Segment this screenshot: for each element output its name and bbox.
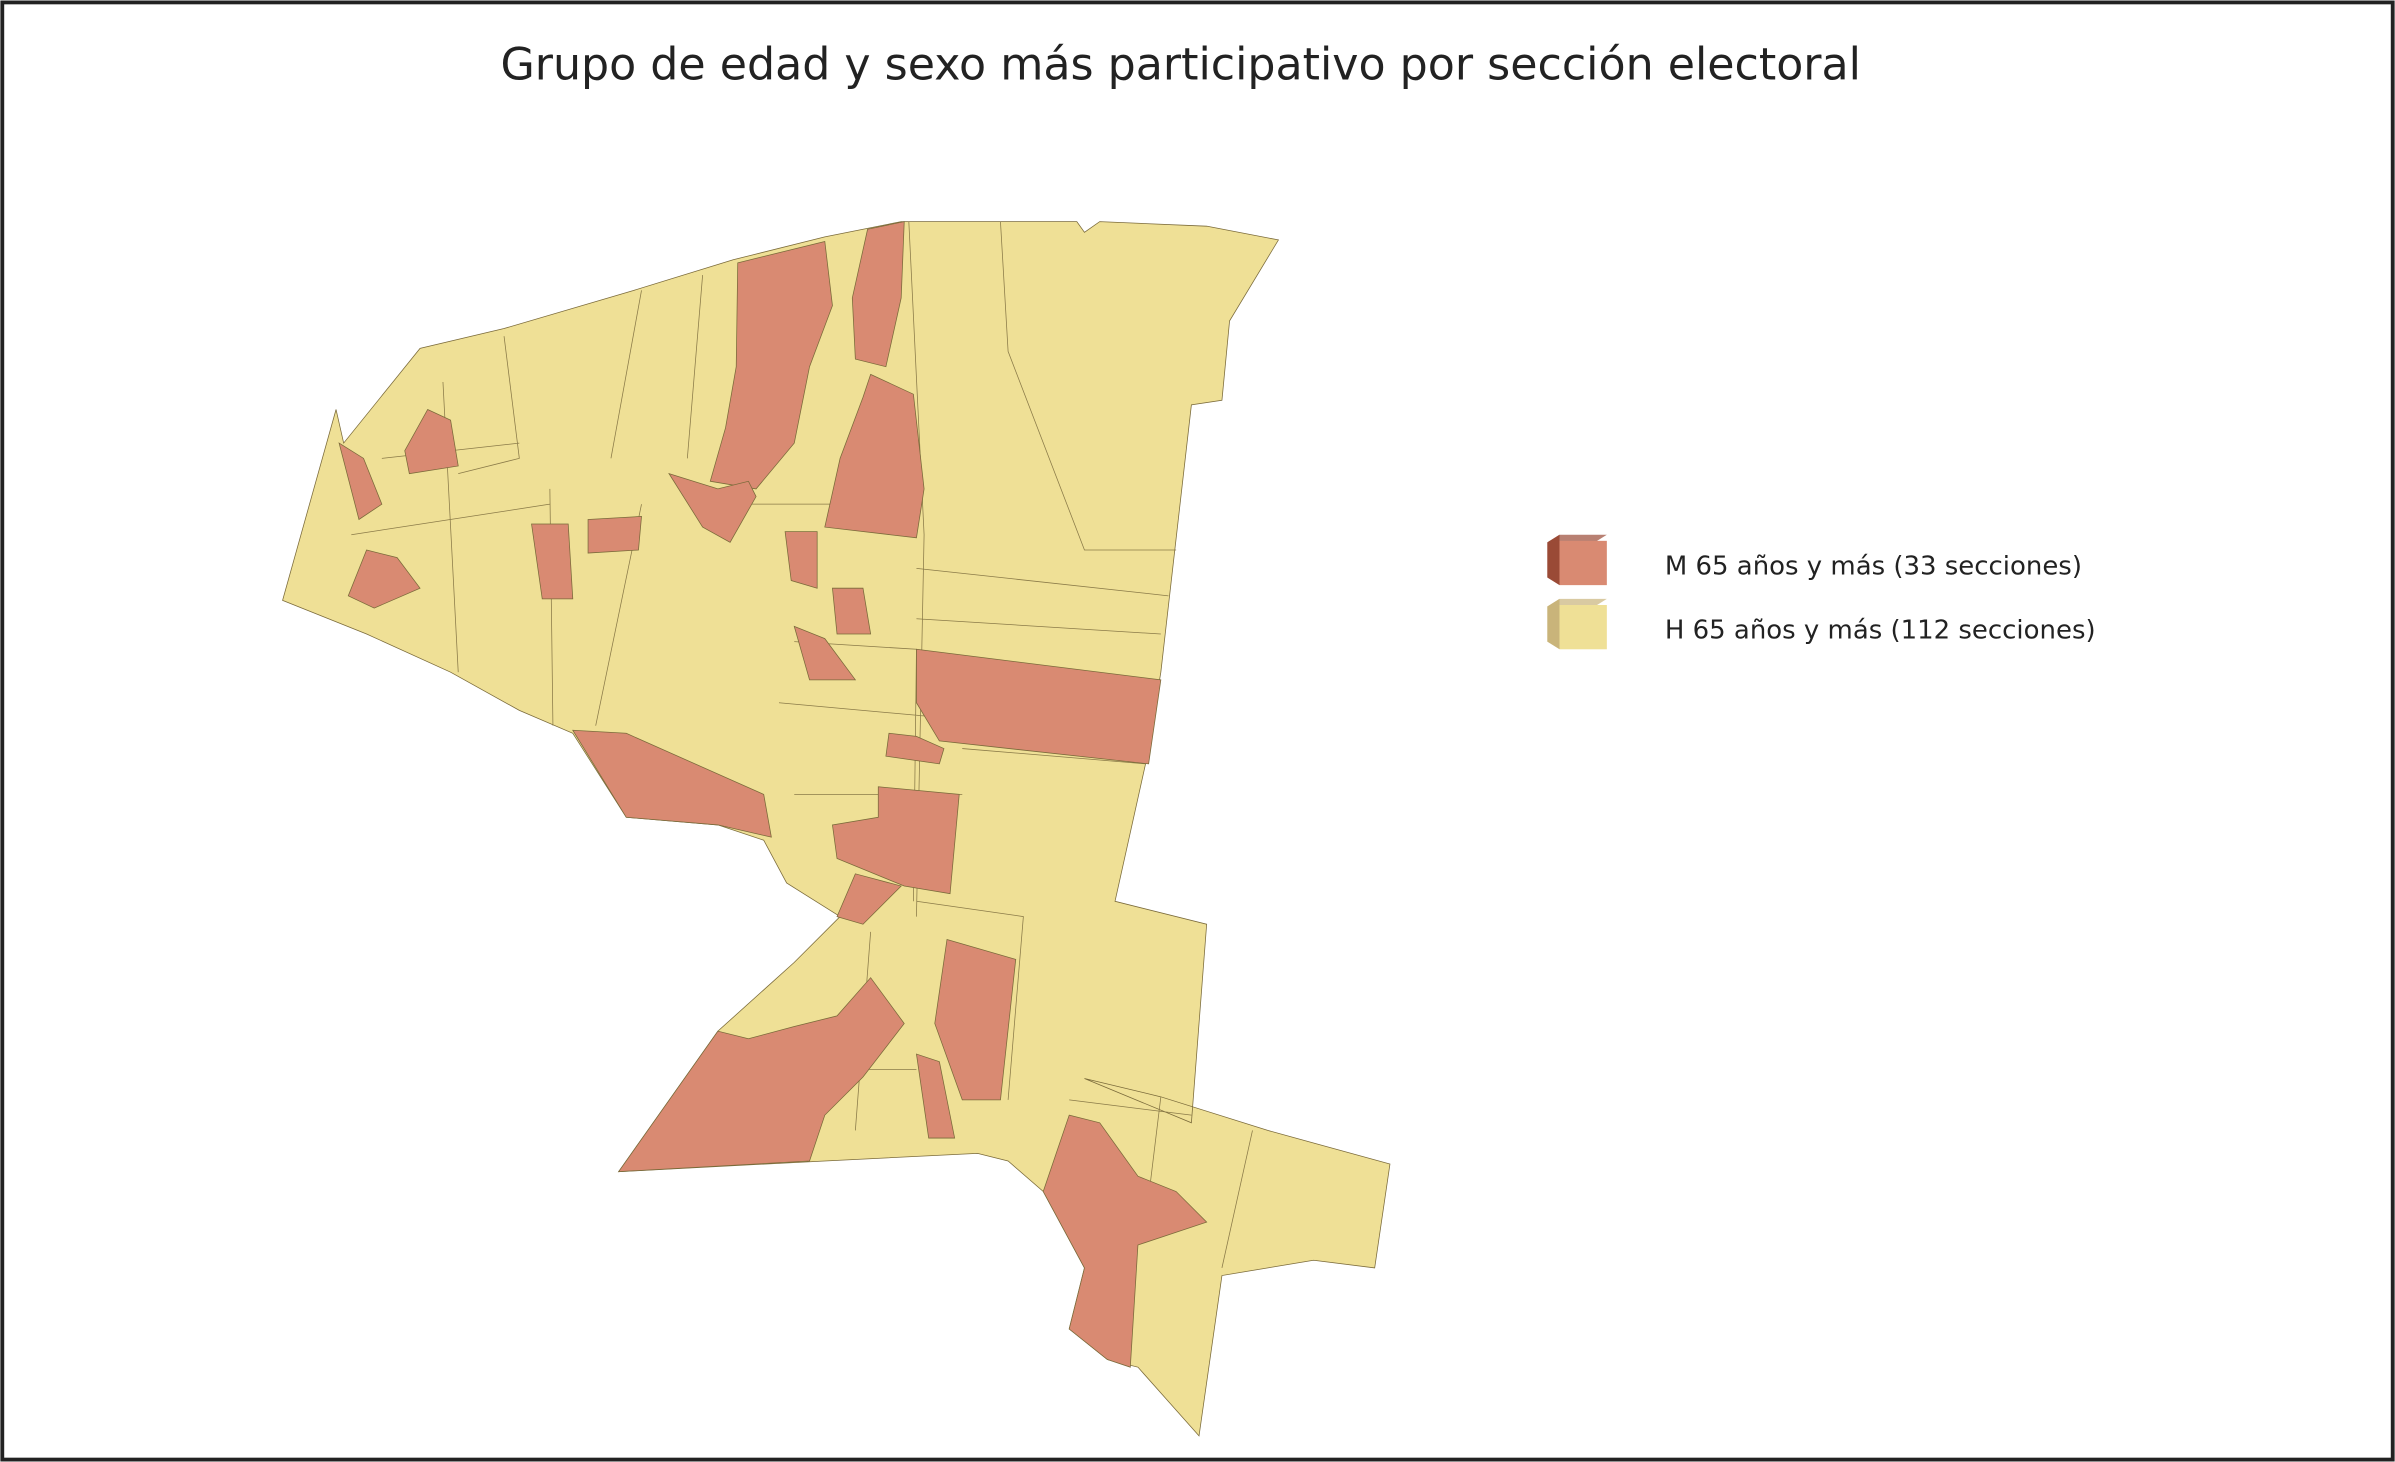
legend-swatch-top (1547, 534, 1607, 543)
section (338, 442, 383, 521)
legend-swatch-side (1547, 534, 1560, 586)
section (851, 221, 905, 368)
section (617, 977, 905, 1173)
section (885, 732, 945, 765)
map-title: Grupo de edad y sexo más participativo p… (500, 40, 1861, 91)
legend-swatch-side (1547, 598, 1560, 650)
section (832, 587, 872, 635)
legend: M 65 años y más (33 secciones) H 65 años … (1547, 534, 2096, 650)
m-sections (338, 221, 1208, 1368)
legend-label: M 65 años y más (33 secciones) (1665, 551, 2082, 581)
legend-swatch (1559, 604, 1607, 650)
section (668, 472, 757, 543)
section (572, 729, 772, 838)
legend-swatch (1559, 540, 1607, 586)
section (531, 523, 574, 600)
section (934, 939, 1017, 1101)
section (709, 240, 833, 490)
section (784, 531, 818, 589)
section (793, 625, 857, 681)
section (915, 1053, 956, 1139)
legend-label: H 65 años y más (112 secciones) (1665, 616, 2096, 646)
section (916, 648, 1162, 765)
map-area (282, 221, 1391, 1437)
section (347, 549, 421, 609)
legend-swatch-top (1547, 598, 1607, 607)
section (836, 873, 902, 925)
section (824, 373, 925, 539)
section (404, 408, 459, 475)
section (832, 786, 960, 895)
section (1042, 1114, 1208, 1368)
section (587, 515, 642, 554)
